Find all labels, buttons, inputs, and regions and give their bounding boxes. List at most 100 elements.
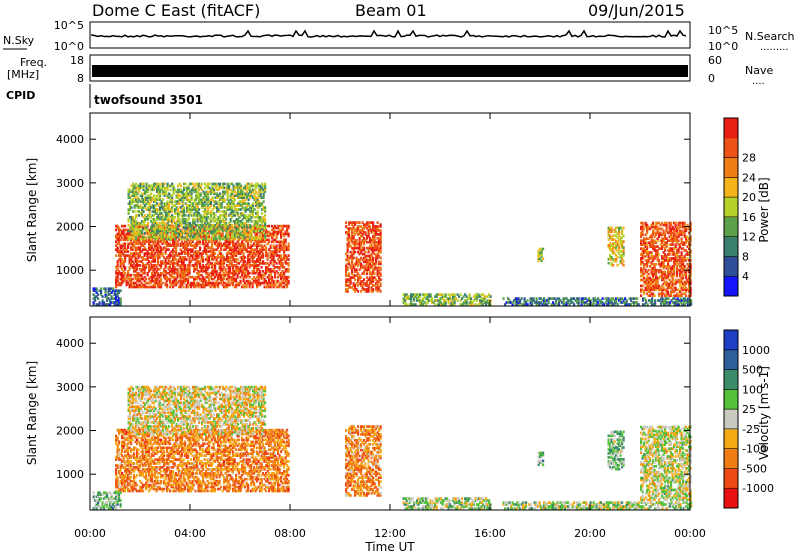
power-cell <box>422 303 425 306</box>
power-cell <box>201 220 204 223</box>
power-cell <box>141 210 144 213</box>
power-cell <box>143 248 146 251</box>
power-cell <box>184 186 187 190</box>
power-cell <box>287 242 290 246</box>
power-cell <box>193 218 196 221</box>
power-cell <box>144 227 147 231</box>
power-cell <box>449 295 452 298</box>
power-cell <box>184 231 187 235</box>
power-cell <box>130 246 133 249</box>
power-cell <box>252 196 255 199</box>
power-cell <box>216 188 219 192</box>
power-cell <box>358 242 361 246</box>
power-cell <box>151 273 154 277</box>
power-cell <box>128 277 131 281</box>
power-cell <box>178 214 181 217</box>
power-cell <box>641 284 644 288</box>
power-cell <box>208 190 211 194</box>
power-cell <box>190 285 193 289</box>
power-cell <box>178 235 181 239</box>
power-cell <box>238 225 241 229</box>
power-cell <box>171 221 174 225</box>
power-cell <box>236 273 239 277</box>
power-cell <box>232 210 235 213</box>
power-cell <box>259 262 262 265</box>
power-cell <box>364 268 367 271</box>
power-cell <box>209 250 212 253</box>
power-cell <box>375 278 378 281</box>
power-cell <box>360 266 363 270</box>
power-cell <box>269 244 272 247</box>
power-cell <box>372 227 375 230</box>
power-cell <box>171 184 174 188</box>
power-cell <box>220 198 223 201</box>
power-cell <box>349 286 352 289</box>
power-cell <box>256 202 259 205</box>
power-cell <box>136 204 139 207</box>
power-cell <box>100 287 103 290</box>
power-cell <box>286 262 289 265</box>
power-cell <box>122 273 125 277</box>
power-cell <box>223 242 226 246</box>
power-cell <box>281 258 284 261</box>
power-cell <box>136 206 139 209</box>
power-cell <box>163 238 166 242</box>
power-cell <box>130 220 133 223</box>
power-cell <box>269 252 272 255</box>
power-cell <box>211 229 214 233</box>
power-cell <box>422 299 425 302</box>
power-cell <box>226 252 229 255</box>
power-cell <box>157 283 160 287</box>
power-cell <box>218 250 221 253</box>
power-cell <box>159 218 162 221</box>
power-cell <box>164 240 167 244</box>
power-cell <box>262 256 265 259</box>
power-cell <box>361 288 364 291</box>
power-cell <box>116 260 119 263</box>
power-cell <box>145 285 148 289</box>
power-cell <box>372 246 375 250</box>
power-cell <box>238 204 241 207</box>
power-cell <box>287 268 290 271</box>
power-cell <box>181 258 184 261</box>
power-cell <box>239 256 242 259</box>
power-cell <box>118 236 121 240</box>
power-cell <box>223 182 226 186</box>
power-cell <box>214 285 217 289</box>
power-cell <box>277 230 280 234</box>
power-cell <box>139 229 142 233</box>
power-cell <box>203 246 206 249</box>
power-cell <box>232 279 235 283</box>
power-cell <box>190 208 193 211</box>
power-cell <box>195 208 198 211</box>
power-cell <box>127 190 130 194</box>
power-cell <box>124 244 127 247</box>
power-cell <box>281 226 284 230</box>
power-cell <box>366 282 369 285</box>
power-cell <box>241 270 244 273</box>
power-cell <box>156 225 159 229</box>
power-cell <box>214 196 217 199</box>
power-cell <box>283 277 286 281</box>
power-cell <box>229 227 232 231</box>
power-cell <box>141 192 144 196</box>
power-cell <box>252 202 255 205</box>
power-cell <box>647 272 650 276</box>
power-cell <box>132 186 135 190</box>
power-cell <box>241 229 244 233</box>
power-cell <box>210 223 213 227</box>
power-cell <box>255 186 258 190</box>
power-cell <box>259 225 262 229</box>
power-cell <box>351 240 354 244</box>
power-cell <box>180 223 183 227</box>
power-cell <box>234 225 237 229</box>
power-cell <box>256 266 259 269</box>
power-cell <box>232 242 235 246</box>
power-cell <box>132 223 135 227</box>
power-cell <box>122 224 125 228</box>
power-cell <box>261 182 264 186</box>
power-cell <box>204 186 207 190</box>
power-cell <box>115 240 118 244</box>
power-cell <box>154 208 157 211</box>
power-cell <box>376 272 379 275</box>
